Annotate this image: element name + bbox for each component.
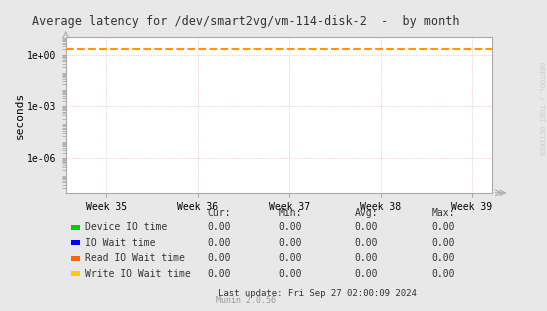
Text: Max:: Max: [432,208,455,218]
Text: 0.00: 0.00 [355,222,378,232]
Text: 0.00: 0.00 [432,238,455,248]
Text: 0.00: 0.00 [432,253,455,263]
Text: IO Wait time: IO Wait time [85,238,155,248]
Text: 0.00: 0.00 [278,238,301,248]
Text: 0.00: 0.00 [278,222,301,232]
Text: Min:: Min: [278,208,301,218]
Text: Device IO time: Device IO time [85,222,167,232]
Text: Last update: Fri Sep 27 02:00:09 2024: Last update: Fri Sep 27 02:00:09 2024 [218,289,417,298]
Text: 0.00: 0.00 [355,253,378,263]
Text: 0.00: 0.00 [207,253,230,263]
Text: 0.00: 0.00 [355,238,378,248]
Text: Cur:: Cur: [207,208,230,218]
Text: 0.00: 0.00 [207,238,230,248]
Text: Avg:: Avg: [355,208,378,218]
Text: 0.00: 0.00 [355,269,378,279]
Text: 0.00: 0.00 [432,269,455,279]
Text: 0.00: 0.00 [278,253,301,263]
Text: Average latency for /dev/smart2vg/vm-114-disk-2  -  by month: Average latency for /dev/smart2vg/vm-114… [32,15,460,28]
Text: Munin 2.0.56: Munin 2.0.56 [216,296,276,305]
Y-axis label: seconds: seconds [14,91,25,139]
Text: 0.00: 0.00 [278,269,301,279]
Text: RRDTOOL / TOBI OETIKER: RRDTOOL / TOBI OETIKER [538,62,544,156]
Text: Write IO Wait time: Write IO Wait time [85,269,190,279]
Text: 0.00: 0.00 [207,269,230,279]
Text: Read IO Wait time: Read IO Wait time [85,253,185,263]
Text: 0.00: 0.00 [432,222,455,232]
Text: 0.00: 0.00 [207,222,230,232]
